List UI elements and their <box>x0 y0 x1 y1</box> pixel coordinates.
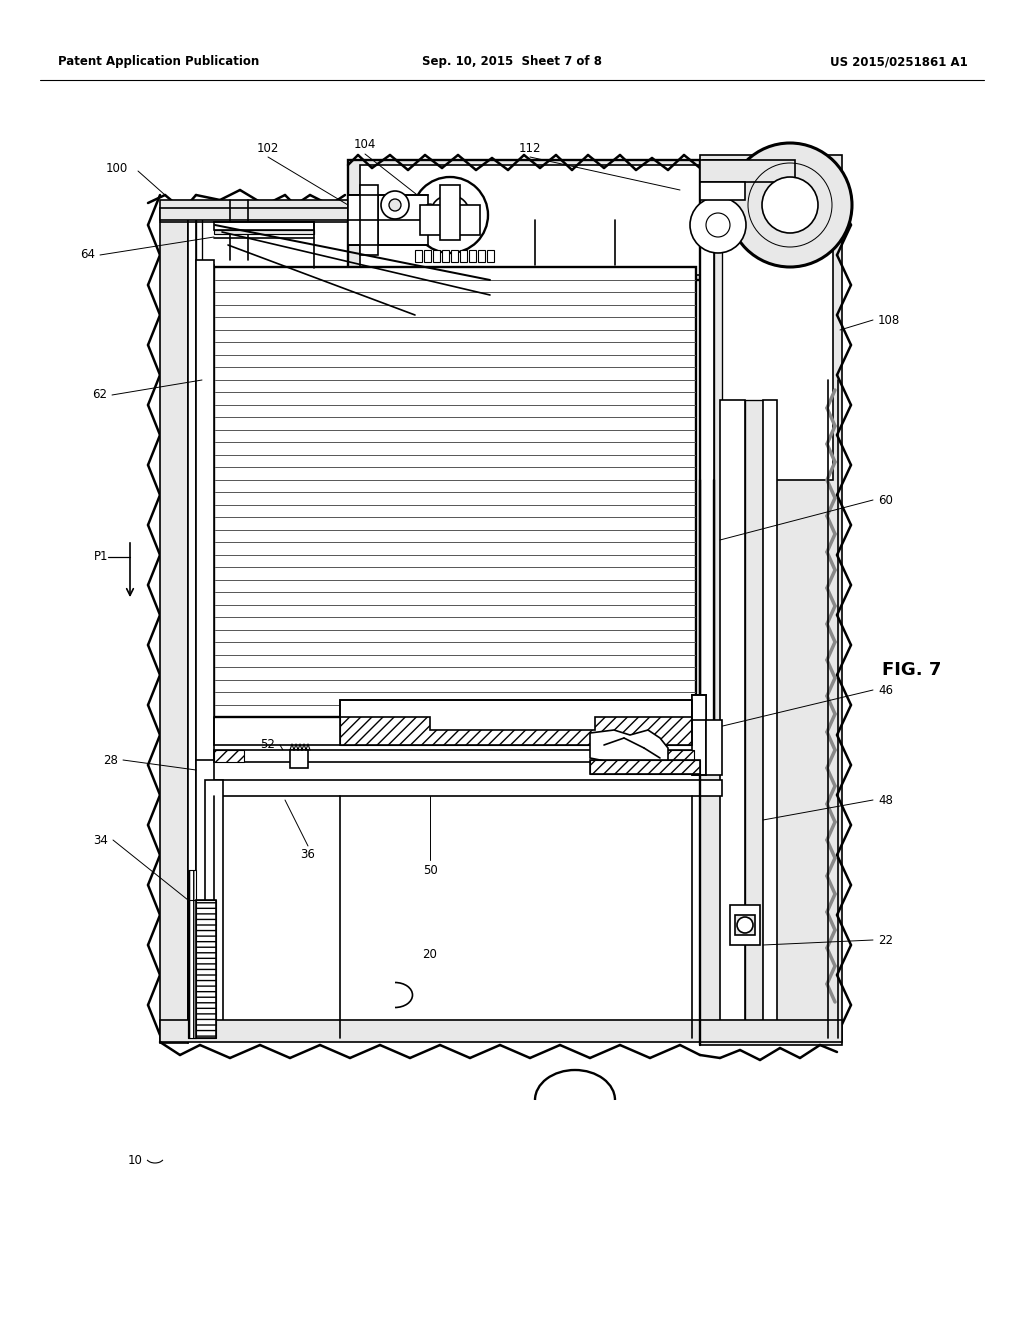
Bar <box>196 260 214 1020</box>
Bar <box>700 180 714 744</box>
Bar <box>160 201 348 220</box>
Text: 46: 46 <box>878 684 893 697</box>
Bar <box>340 700 692 744</box>
Bar <box>214 750 244 762</box>
Bar <box>340 700 692 744</box>
Bar <box>196 210 202 1035</box>
Text: 34: 34 <box>93 833 108 846</box>
Bar <box>700 160 795 182</box>
Circle shape <box>762 177 818 234</box>
Bar <box>214 267 696 717</box>
Text: 36: 36 <box>301 849 315 862</box>
Bar <box>290 750 308 768</box>
Circle shape <box>430 195 470 235</box>
Bar <box>745 400 763 1040</box>
Bar <box>214 222 314 230</box>
Bar <box>720 400 745 1040</box>
Bar <box>360 165 825 275</box>
Bar <box>424 249 431 261</box>
Bar <box>487 249 494 261</box>
Bar <box>590 760 700 774</box>
Bar <box>442 249 449 261</box>
Text: 50: 50 <box>423 863 437 876</box>
Circle shape <box>381 191 409 219</box>
Bar <box>214 780 722 796</box>
Circle shape <box>728 143 852 267</box>
Polygon shape <box>590 730 668 770</box>
Text: 52: 52 <box>260 738 275 751</box>
Bar <box>703 160 833 480</box>
Text: P1: P1 <box>93 550 108 564</box>
Text: 108: 108 <box>878 314 900 326</box>
Text: 22: 22 <box>878 933 893 946</box>
Polygon shape <box>692 696 722 775</box>
Text: Sep. 10, 2015  Sheet 7 of 8: Sep. 10, 2015 Sheet 7 of 8 <box>422 55 602 69</box>
Bar <box>730 906 760 945</box>
Text: 20: 20 <box>423 949 437 961</box>
Text: 28: 28 <box>103 754 118 767</box>
Text: 60: 60 <box>878 494 893 507</box>
Circle shape <box>389 199 401 211</box>
Bar <box>160 209 188 1043</box>
Text: Patent Application Publication: Patent Application Publication <box>58 55 259 69</box>
Bar <box>188 870 196 1038</box>
Bar <box>196 900 216 1038</box>
Bar <box>700 182 745 201</box>
Bar <box>590 760 700 774</box>
Text: 10: 10 <box>128 1154 143 1167</box>
Polygon shape <box>340 700 692 730</box>
Bar <box>735 915 755 935</box>
Circle shape <box>442 207 458 223</box>
Text: 62: 62 <box>92 388 106 401</box>
Text: US 2015/0251861 A1: US 2015/0251861 A1 <box>830 55 968 69</box>
Text: 102: 102 <box>257 141 280 154</box>
Bar <box>451 249 458 261</box>
Circle shape <box>690 197 746 253</box>
Bar <box>763 400 777 1040</box>
Text: 112: 112 <box>519 141 542 154</box>
Text: 104: 104 <box>354 139 376 152</box>
Circle shape <box>737 917 753 933</box>
Bar <box>214 750 694 762</box>
Bar <box>348 160 838 280</box>
Bar <box>188 900 196 1038</box>
Bar <box>214 230 314 234</box>
Bar <box>160 1020 842 1041</box>
Bar <box>188 210 196 1040</box>
Bar <box>196 900 216 1038</box>
Bar <box>420 205 480 235</box>
Bar <box>469 249 476 261</box>
Bar <box>714 180 722 744</box>
Circle shape <box>424 205 436 216</box>
Bar <box>415 249 422 261</box>
Text: 48: 48 <box>878 793 893 807</box>
Text: 64: 64 <box>80 248 95 261</box>
Bar <box>348 195 378 246</box>
Bar <box>640 750 694 762</box>
Bar <box>692 696 706 775</box>
Bar <box>202 265 214 715</box>
Bar <box>205 780 223 1028</box>
Bar <box>440 185 460 240</box>
Bar <box>433 249 440 261</box>
Text: FIG. 7: FIG. 7 <box>882 661 941 678</box>
Bar <box>460 249 467 261</box>
Bar <box>360 185 378 255</box>
Bar <box>478 249 485 261</box>
Text: 100: 100 <box>105 161 128 174</box>
Bar <box>700 154 842 1045</box>
Bar <box>348 195 428 246</box>
Circle shape <box>412 177 488 253</box>
